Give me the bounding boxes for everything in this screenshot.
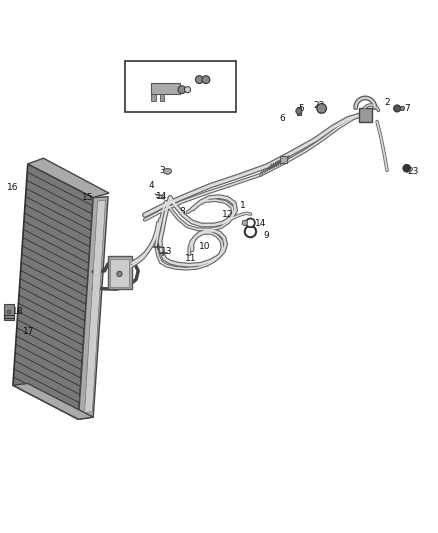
Text: 15: 15 xyxy=(82,193,94,202)
Circle shape xyxy=(246,219,255,227)
Polygon shape xyxy=(85,200,106,413)
Text: 23: 23 xyxy=(408,167,419,176)
Circle shape xyxy=(117,271,122,277)
Circle shape xyxy=(296,108,302,114)
Polygon shape xyxy=(28,158,109,198)
Text: 5: 5 xyxy=(298,104,304,113)
Text: 7: 7 xyxy=(404,104,410,113)
Circle shape xyxy=(195,76,203,84)
Bar xyxy=(151,94,155,101)
Text: 19: 19 xyxy=(125,83,137,92)
Text: 10: 10 xyxy=(199,243,211,252)
Circle shape xyxy=(242,220,247,225)
Circle shape xyxy=(245,226,256,237)
Bar xyxy=(160,94,164,101)
Bar xyxy=(110,259,130,287)
Text: 21: 21 xyxy=(134,88,145,97)
Bar xyxy=(297,107,301,115)
Text: 14: 14 xyxy=(255,219,266,228)
Polygon shape xyxy=(13,164,93,419)
Text: 2: 2 xyxy=(384,98,390,107)
Bar xyxy=(125,61,237,111)
Bar xyxy=(4,304,14,320)
Text: 12: 12 xyxy=(222,211,233,220)
Text: 17: 17 xyxy=(23,327,35,336)
Circle shape xyxy=(7,310,11,313)
Text: 11: 11 xyxy=(185,254,196,263)
Circle shape xyxy=(400,106,405,111)
Circle shape xyxy=(202,76,210,84)
Polygon shape xyxy=(78,197,108,419)
Circle shape xyxy=(184,87,191,93)
Text: 18: 18 xyxy=(11,306,23,316)
Text: 14: 14 xyxy=(155,192,167,201)
Text: 9: 9 xyxy=(263,231,269,239)
Circle shape xyxy=(394,105,401,112)
Text: 1: 1 xyxy=(240,201,246,210)
Bar xyxy=(280,156,287,163)
Circle shape xyxy=(317,103,326,113)
Text: 4: 4 xyxy=(148,181,154,190)
Text: 3: 3 xyxy=(159,166,165,175)
Bar xyxy=(151,83,180,94)
Text: 20: 20 xyxy=(197,67,208,75)
Bar xyxy=(359,108,372,122)
Text: 13: 13 xyxy=(161,247,173,256)
Polygon shape xyxy=(13,384,93,419)
Text: 16: 16 xyxy=(7,182,19,191)
Circle shape xyxy=(178,86,186,94)
Bar xyxy=(108,256,132,289)
Text: 6: 6 xyxy=(279,115,285,124)
Ellipse shape xyxy=(163,168,171,174)
Circle shape xyxy=(403,164,411,172)
Text: 8: 8 xyxy=(179,207,185,216)
Text: 22: 22 xyxy=(314,101,325,110)
